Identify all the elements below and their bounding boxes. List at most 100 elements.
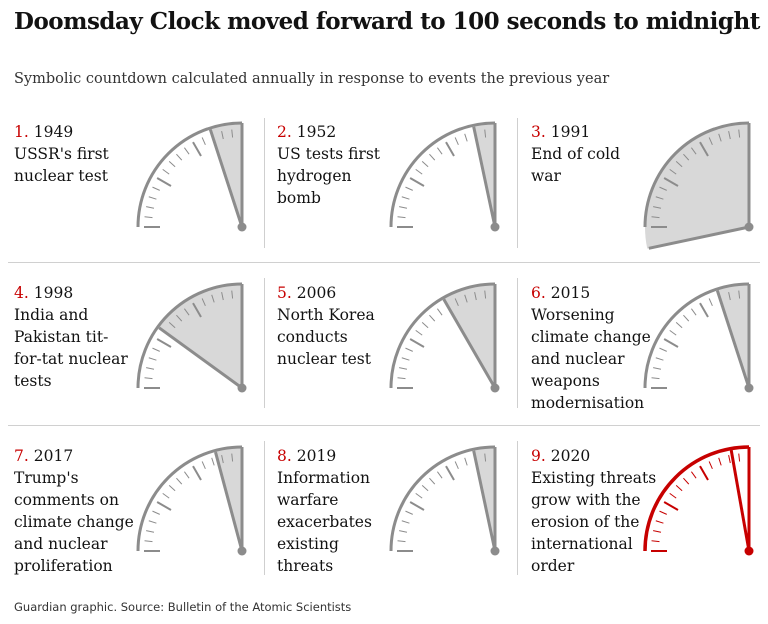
major-tick bbox=[156, 338, 172, 348]
row-divider-2 bbox=[8, 425, 760, 426]
minor-tick bbox=[659, 510, 667, 515]
minor-tick bbox=[436, 147, 443, 155]
minor-tick bbox=[669, 329, 677, 336]
panel-description-line: Existing threats bbox=[531, 469, 657, 487]
minor-tick bbox=[399, 367, 408, 370]
clock-rim bbox=[643, 282, 750, 389]
panel-1: 1. 1949 USSR's first nuclear test bbox=[14, 121, 262, 261]
minor-tick bbox=[148, 196, 157, 200]
column-divider bbox=[517, 441, 518, 575]
minor-tick bbox=[415, 492, 423, 499]
minor-tick bbox=[436, 471, 443, 479]
column-divider bbox=[517, 278, 518, 408]
major-tick bbox=[192, 465, 202, 481]
panel-caption: 6. 2015 Worsening climate change and nuclea… bbox=[531, 282, 651, 414]
panel-description-line: Information bbox=[277, 469, 371, 487]
panel-3: 3. 1991 End of cold war bbox=[531, 121, 768, 261]
major-tick bbox=[699, 141, 709, 157]
panel-header: 5. 2006 bbox=[277, 282, 375, 304]
panel-caption: 4. 1998 India and Pakistan tit-for-tat nuc… bbox=[14, 282, 128, 392]
panel-caption: 8. 2019 Information warfare exacerbates exis… bbox=[277, 445, 372, 577]
panel-number: 5. bbox=[277, 284, 292, 302]
panel-8: 8. 2019 Information warfare exacerbates exis… bbox=[277, 445, 515, 585]
minor-tick bbox=[655, 520, 664, 524]
clock-pivot bbox=[237, 383, 247, 393]
minor-tick bbox=[405, 347, 413, 352]
panel-description-line: for-tat nuclear bbox=[14, 350, 128, 368]
panel-description-line: modernisation bbox=[531, 394, 645, 412]
minor-tick bbox=[728, 292, 731, 301]
panel-caption: 3. 1991 End of cold war bbox=[531, 121, 620, 187]
minor-tick bbox=[221, 292, 224, 301]
panel-description-line: proliferation bbox=[14, 557, 113, 575]
doomsday-clock-gauge bbox=[389, 121, 500, 232]
clock-rim bbox=[136, 445, 243, 552]
panel-description-line: End of cold bbox=[531, 145, 621, 163]
minor-tick bbox=[168, 161, 176, 168]
minor-tick bbox=[464, 294, 468, 303]
minor-tick bbox=[484, 453, 487, 462]
column-divider bbox=[264, 441, 265, 575]
panel-description-line: and nuclear bbox=[531, 350, 625, 368]
panel-number: 8. bbox=[277, 447, 292, 465]
major-tick bbox=[663, 177, 679, 187]
panel-number: 1. bbox=[14, 123, 29, 141]
minor-tick bbox=[162, 168, 170, 175]
panel-description-line: erosion of the bbox=[531, 513, 640, 531]
minor-tick bbox=[454, 461, 459, 469]
panel-header: 1. 1949 bbox=[14, 121, 109, 143]
panel-year: 2020 bbox=[550, 447, 591, 465]
minor-tick bbox=[405, 186, 413, 191]
panel-description-line: exacerbates bbox=[277, 513, 372, 531]
minor-tick bbox=[708, 298, 713, 306]
minor-tick bbox=[718, 133, 722, 142]
panel-year: 2006 bbox=[296, 284, 337, 302]
minor-tick bbox=[231, 453, 234, 462]
minor-tick bbox=[152, 347, 160, 352]
minor-tick bbox=[484, 290, 487, 299]
remaining-time-wedge bbox=[443, 284, 495, 388]
minor-tick bbox=[738, 290, 741, 299]
major-tick bbox=[156, 177, 172, 187]
panel-description-line: Trump's bbox=[14, 469, 79, 487]
doomsday-clock-gauge bbox=[136, 445, 247, 556]
clock-pivot bbox=[490, 546, 500, 556]
minor-tick bbox=[718, 457, 722, 466]
panel-description-line: Worsening bbox=[531, 306, 615, 324]
major-tick bbox=[445, 141, 455, 157]
minor-tick bbox=[429, 477, 436, 485]
minor-tick bbox=[683, 153, 690, 161]
minor-tick bbox=[401, 196, 410, 200]
doomsday-clock-gauge bbox=[643, 282, 754, 393]
panel-header: 8. 2019 bbox=[277, 445, 372, 467]
minor-tick bbox=[669, 492, 677, 499]
minor-tick bbox=[183, 308, 190, 316]
minor-tick bbox=[183, 471, 190, 479]
panel-header: 6. 2015 bbox=[531, 282, 651, 304]
minor-tick bbox=[728, 131, 731, 140]
minor-tick bbox=[201, 298, 206, 306]
major-tick bbox=[699, 465, 709, 481]
minor-tick bbox=[429, 314, 436, 322]
minor-tick bbox=[148, 357, 157, 361]
minute-hand bbox=[214, 451, 244, 552]
minor-tick bbox=[176, 153, 183, 161]
panel-description-line: nuclear test bbox=[14, 167, 108, 185]
panel-description-line: warfare bbox=[277, 491, 339, 509]
minor-tick bbox=[708, 137, 713, 145]
panel-caption: 9. 2020 Existing threats grow with the eros… bbox=[531, 445, 656, 577]
doomsday-clock-gauge bbox=[136, 282, 247, 393]
minor-tick bbox=[146, 367, 155, 370]
minute-hand bbox=[729, 449, 751, 552]
column-divider bbox=[517, 118, 518, 248]
minor-tick bbox=[168, 485, 176, 492]
panel-6: 6. 2015 Worsening climate change and nuclea… bbox=[531, 282, 768, 422]
minor-tick bbox=[401, 520, 410, 524]
minor-tick bbox=[152, 186, 160, 191]
minor-tick bbox=[675, 485, 683, 492]
panel-year: 1952 bbox=[296, 123, 337, 141]
remaining-time-wedge bbox=[645, 123, 749, 249]
minor-tick bbox=[669, 168, 677, 175]
panel-description-line: grow with the bbox=[531, 491, 641, 509]
minor-tick bbox=[464, 457, 468, 466]
